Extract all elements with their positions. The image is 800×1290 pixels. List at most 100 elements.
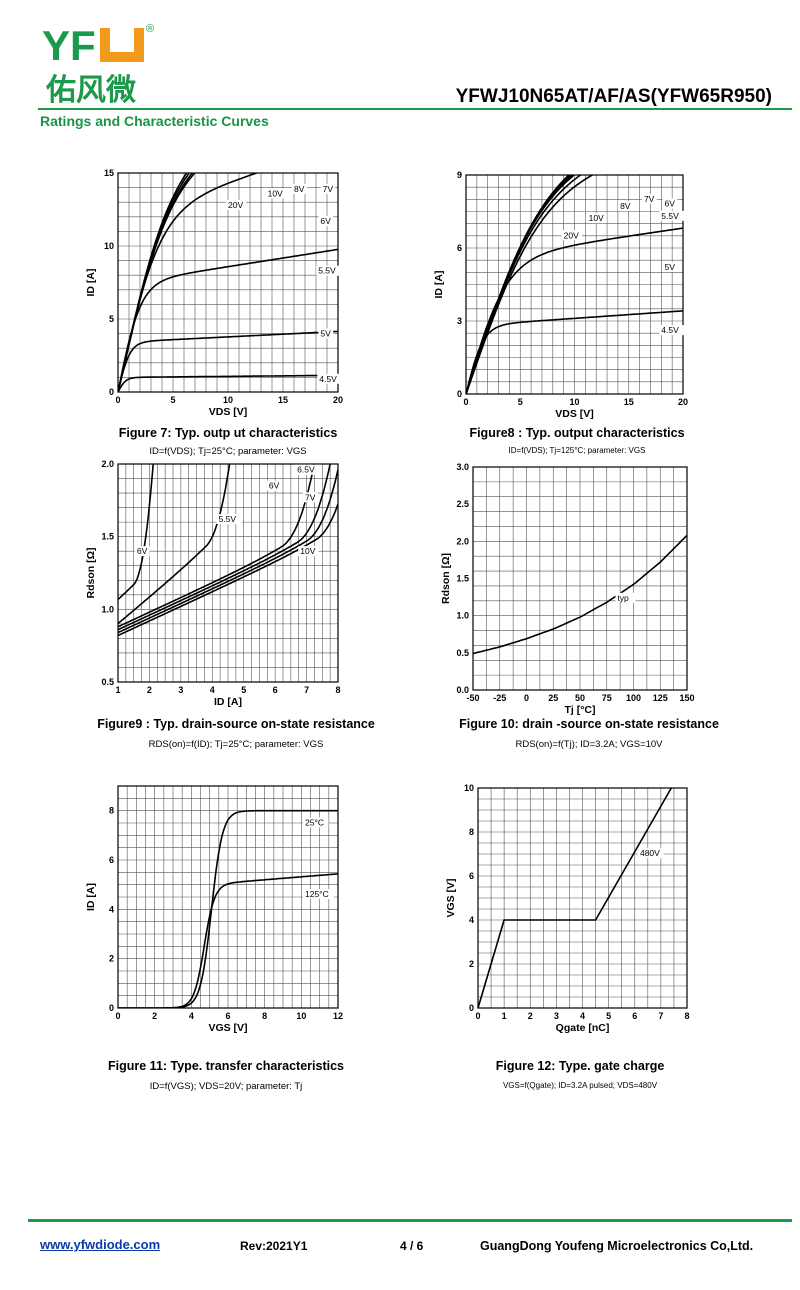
fig10-y-tick-label: 0.5 xyxy=(456,648,469,658)
fig8-series-7 xyxy=(466,175,570,394)
fig10-y-tick-label: 3.0 xyxy=(456,462,469,472)
fig11-x-tick-label: 10 xyxy=(296,1011,306,1021)
fig9-curve-label: 6V xyxy=(269,481,280,491)
fig11-x-tick-label: 4 xyxy=(189,1011,194,1021)
fig10-subtitle: RDS(on)=f(Tj); ID=3.2A; VGS=10V xyxy=(515,739,663,750)
fig8-series-1 xyxy=(466,227,683,394)
fig8-x-tick-label: 20 xyxy=(678,397,688,407)
fig7-series-0 xyxy=(118,374,338,392)
fig8-series-6 xyxy=(466,175,572,394)
fig9-x-tick-label: 1 xyxy=(115,685,120,695)
fig8-x-axis-label: VDS [V] xyxy=(555,408,594,420)
fig10-chart: -50 -25 0 25 50 75 100 125 150 0.0 0.5 1.0 1.5 2.0 2.5… xyxy=(440,462,695,716)
fig7-series-1 xyxy=(118,330,338,392)
fig7-x-axis-label: VDS [V] xyxy=(209,406,248,418)
fig11-curve-label: 25°C xyxy=(305,817,324,827)
fig12-x-tick-label: 4 xyxy=(580,1011,585,1021)
fig8-curve-label-bg xyxy=(618,201,633,212)
fig11-x-tick-label: 6 xyxy=(225,1011,230,1021)
fig9-curve-label: 5.5V xyxy=(219,514,237,524)
fig9-y-tick-label: 1.0 xyxy=(101,604,114,614)
fig7-curve-label: 4.5V xyxy=(319,374,337,384)
fig8-x-tick-label: 0 xyxy=(463,397,468,407)
fig8-y-tick-label: 9 xyxy=(457,170,462,180)
fig10-y-tick-label: 0.0 xyxy=(456,685,469,695)
fig9-curve-label-bg xyxy=(216,514,243,525)
fig12-y-tick-label: 8 xyxy=(469,827,474,837)
fig9-series-5 xyxy=(118,503,338,637)
company-logo: YF ® 佑风微 xyxy=(42,22,154,108)
website-link[interactable]: www.yfwdiode.com xyxy=(40,1237,161,1252)
revision-label: Rev:2021Y1 xyxy=(240,1239,308,1253)
fig12-y-axis-label: VGS [V] xyxy=(445,878,457,917)
fig11-x-tick-label: 12 xyxy=(333,1011,343,1021)
fig12-y-tick-label: 10 xyxy=(464,783,474,793)
fig7-y-tick-label: 10 xyxy=(104,241,114,251)
fig11-curve-label-bg xyxy=(303,889,334,899)
fig10-title: Figure 10: drain -source on-state resist… xyxy=(459,717,719,731)
fig8-curve-label: 7V xyxy=(644,194,655,204)
fig11-y-axis-label: ID [A] xyxy=(85,883,97,911)
fig10-x-tick-label: 125 xyxy=(653,693,668,703)
fig7-curve-label-bg xyxy=(320,183,336,194)
fig10-y-axis-label: Rdson [Ω] xyxy=(440,553,452,604)
fig10-x-tick-label: -25 xyxy=(493,693,506,703)
fig8-x-tick-label: 15 xyxy=(624,397,634,407)
fig11-y-tick-label: 4 xyxy=(109,904,114,914)
fig10-y-tick-label: 2.0 xyxy=(456,536,469,546)
fig12-y-tick-label: 2 xyxy=(469,959,474,969)
fig7-x-tick-label: 15 xyxy=(278,395,288,405)
fig10-y-tick-label: 1.0 xyxy=(456,611,469,621)
fig12-subtitle: VGS=f(Qgate); ID=3.2A pulsed; VDS=480V xyxy=(502,1081,658,1090)
fig10-x-axis-label: Tj [°C] xyxy=(564,704,595,716)
fig10-series-0 xyxy=(473,534,687,655)
fig8-curve-label: 8V xyxy=(620,201,631,211)
fig12-plot-frame xyxy=(477,787,688,1009)
fig8-chart: 0 5 10 15 20 0 3 6 9 VDS [V] ID [A] 20V 10V 8V 7V 6V 5.5… xyxy=(433,170,688,420)
fig12-y-tick-label: 6 xyxy=(469,871,474,881)
section-title: Ratings and Characteristic Curves xyxy=(40,113,269,129)
fig11-x-tick-label: 2 xyxy=(152,1011,157,1021)
fig8-curve-label-bg xyxy=(641,193,657,204)
fig11-title: Figure 11: Type. transfer characteristic… xyxy=(108,1059,344,1073)
fig8-y-tick-label: 6 xyxy=(457,243,462,253)
fig9-y-tick-label: 2.0 xyxy=(101,459,114,469)
fig7-curve-label-bg xyxy=(316,265,342,276)
fig11-x-tick-label: 0 xyxy=(115,1011,120,1021)
fig10-x-tick-label: 25 xyxy=(548,693,558,703)
fig10-y-tick-label: 2.5 xyxy=(456,499,469,509)
fig7-curve-label: 8V xyxy=(294,184,305,194)
fig9-curve-label: 6.5V xyxy=(297,465,315,475)
fig12-x-tick-label: 7 xyxy=(658,1011,663,1021)
fig11-x-axis-label: VGS [V] xyxy=(208,1022,247,1034)
fig8-curve-label-bg xyxy=(662,261,678,272)
fig7-y-tick-label: 15 xyxy=(104,168,114,178)
fig9-curve-label-bg xyxy=(295,464,321,475)
fig8-curve-label-bg xyxy=(659,210,685,221)
fig12-curve-label: 480V xyxy=(640,848,660,858)
registered-mark: ® xyxy=(146,23,154,35)
fig8-curve-label-bg xyxy=(561,230,582,241)
fig9-x-axis-label: ID [A] xyxy=(214,696,242,708)
fig12-x-tick-label: 1 xyxy=(502,1011,507,1021)
fig11-y-tick-label: 8 xyxy=(109,806,114,816)
fig9-curve-label-bg xyxy=(303,492,318,503)
fig11-chart: 0 2 4 6 8 10 12 0 2 4 6 8 VGS [V] ID [A] 25°C 125°C xyxy=(85,785,343,1034)
fig12-title: Figure 12: Type. gate charge xyxy=(495,1059,665,1073)
fig7-curve-label: 5V xyxy=(320,329,331,339)
fig12-y-tick-label: 0 xyxy=(469,1003,474,1013)
fig11-y-tick-label: 0 xyxy=(109,1003,114,1013)
fig9-x-tick-label: 2 xyxy=(147,685,152,695)
fig10-curve-label-bg xyxy=(615,592,636,603)
fig8-series-2 xyxy=(466,175,595,394)
fig8-curve-label-bg xyxy=(659,325,685,336)
fig7-x-tick-label: 10 xyxy=(223,395,233,405)
fig12-x-tick-label: 0 xyxy=(475,1011,480,1021)
fig7-series-2 xyxy=(118,248,338,392)
fig7-curve-label: 7V xyxy=(323,184,334,194)
footer-divider xyxy=(28,1219,792,1222)
fig8-subtitle: ID=f(VDS); Tj=125°C; parameter: VGS xyxy=(508,446,646,455)
fig9-curve-label-bg xyxy=(298,546,319,557)
fig7-x-tick-label: 20 xyxy=(333,395,343,405)
